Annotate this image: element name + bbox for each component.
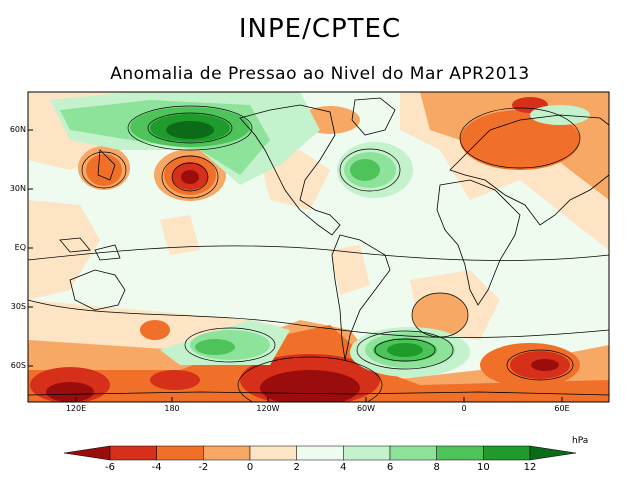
map-frame (27, 91, 610, 403)
colorbar-tick-label: 8 (433, 462, 440, 473)
lat-label-30s: 30S (10, 302, 26, 311)
lon-label-120w: 120W (256, 404, 280, 413)
colorbar-tick-label: -4 (151, 462, 162, 473)
lon-label-180: 180 (164, 404, 180, 413)
colorbar-bin (63, 445, 111, 461)
colorbar-bin (249, 445, 297, 461)
lat-label-60s: 60S (10, 361, 26, 370)
extreme-positive-cores (166, 121, 214, 139)
colorbar-bin (296, 445, 344, 461)
continent-outlines (28, 97, 609, 396)
colorbar-bin (389, 445, 437, 461)
contour-lines (28, 105, 609, 402)
institution-title: INPE/CPTEC (238, 14, 402, 44)
colorbar-tick-label: 2 (293, 462, 300, 473)
colorbar-tick-label: 6 (386, 462, 394, 473)
colorbar-tick-label: -6 (105, 462, 115, 473)
map-field (28, 92, 609, 402)
lat-label-30n: 30N (9, 184, 26, 193)
colorbar-tick-label: 10 (476, 462, 490, 473)
colorbar-tick-label: 12 (523, 462, 537, 473)
colorbar-bin (156, 445, 204, 461)
colorbar-tick-label: 0 (246, 462, 254, 473)
lon-label-60w: 60W (356, 404, 376, 413)
colorbar-tick-label: 4 (340, 462, 347, 473)
colorbar-bin (109, 445, 157, 461)
lon-label-60e: 60E (554, 404, 570, 413)
lat-label-60n: 60N (9, 125, 26, 134)
colorbar-bin (529, 445, 577, 461)
colorbar-bin (203, 445, 251, 461)
map-subtitle: Anomalia de Pressao ao Nivel do Mar APR2… (110, 64, 530, 84)
colorbar-tick-label: -2 (198, 462, 209, 473)
colorbar-units: hPa (572, 436, 589, 446)
axis-ticks (28, 129, 563, 402)
lon-label-0: 0 (461, 404, 467, 413)
lon-label-120e: 120E (65, 404, 87, 413)
colorbar-bin (483, 445, 531, 461)
colorbar-bin (343, 445, 391, 461)
lat-label-eq: EQ (14, 243, 26, 252)
colorbar-bin (436, 445, 484, 461)
